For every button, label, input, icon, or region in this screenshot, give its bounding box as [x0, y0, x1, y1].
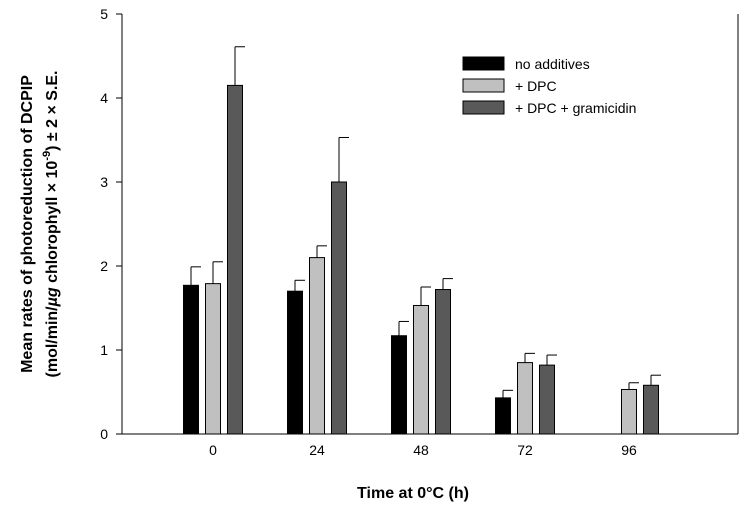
legend-swatch-2: [462, 100, 505, 115]
bar-0-72: [495, 397, 511, 435]
bar-1-96: [621, 388, 637, 435]
bars: [183, 46, 661, 435]
y-axis-title-line2: (mol/min/µg chlorophyll × 10-9) ± 2 × S.…: [41, 71, 61, 378]
y-axis-title: Mean rates of photoreduction of DCPIP (m…: [19, 71, 61, 378]
bar-0-0: [183, 284, 199, 435]
bar-2-72: [539, 364, 555, 435]
bar-2-48: [435, 289, 451, 435]
plot-area: 0 1 2 3 4 5 0 24 48 72 96: [100, 6, 739, 458]
x-tick-label-24: 24: [309, 442, 325, 458]
x-tick-label-0: 0: [209, 442, 217, 458]
legend-label-1: + DPC: [515, 78, 557, 94]
legend-swatch-0: [462, 56, 505, 71]
legend-label-0: no additives: [515, 56, 590, 72]
x-axis-title: Time at 0°C (h): [357, 485, 469, 502]
y-tick-label-5: 5: [100, 6, 108, 22]
bar-1-24: [309, 257, 325, 435]
y-axis-title-line1: Mean rates of photoreduction of DCPIP: [19, 75, 36, 373]
y-tick-label-3: 3: [100, 174, 108, 190]
legend-label-2: + DPC + gramicidin: [515, 100, 636, 116]
y-tick-label-1: 1: [100, 342, 108, 358]
y-tick-label-4: 4: [100, 90, 108, 106]
bar-1-48: [413, 304, 429, 435]
bar-1-72: [517, 362, 533, 435]
x-tick-label-48: 48: [413, 442, 429, 458]
bar-0-48: [391, 335, 407, 435]
y-tick-label-2: 2: [100, 258, 108, 274]
y-ticks: 0 1 2 3 4 5: [100, 6, 122, 442]
bar-1-0: [205, 283, 221, 435]
y-tick-label-0: 0: [100, 426, 108, 442]
bar-0-24: [287, 290, 303, 435]
x-ticks: 0 24 48 72 96: [209, 442, 637, 458]
bar-2-24: [331, 181, 347, 435]
bar-2-96: [643, 384, 659, 435]
bar-2-0: [227, 84, 243, 435]
legend: no additives + DPC + DPC + gramicidin: [462, 56, 636, 116]
x-tick-label-72: 72: [517, 442, 533, 458]
legend-swatch-1: [462, 78, 505, 93]
x-tick-label-96: 96: [621, 442, 637, 458]
